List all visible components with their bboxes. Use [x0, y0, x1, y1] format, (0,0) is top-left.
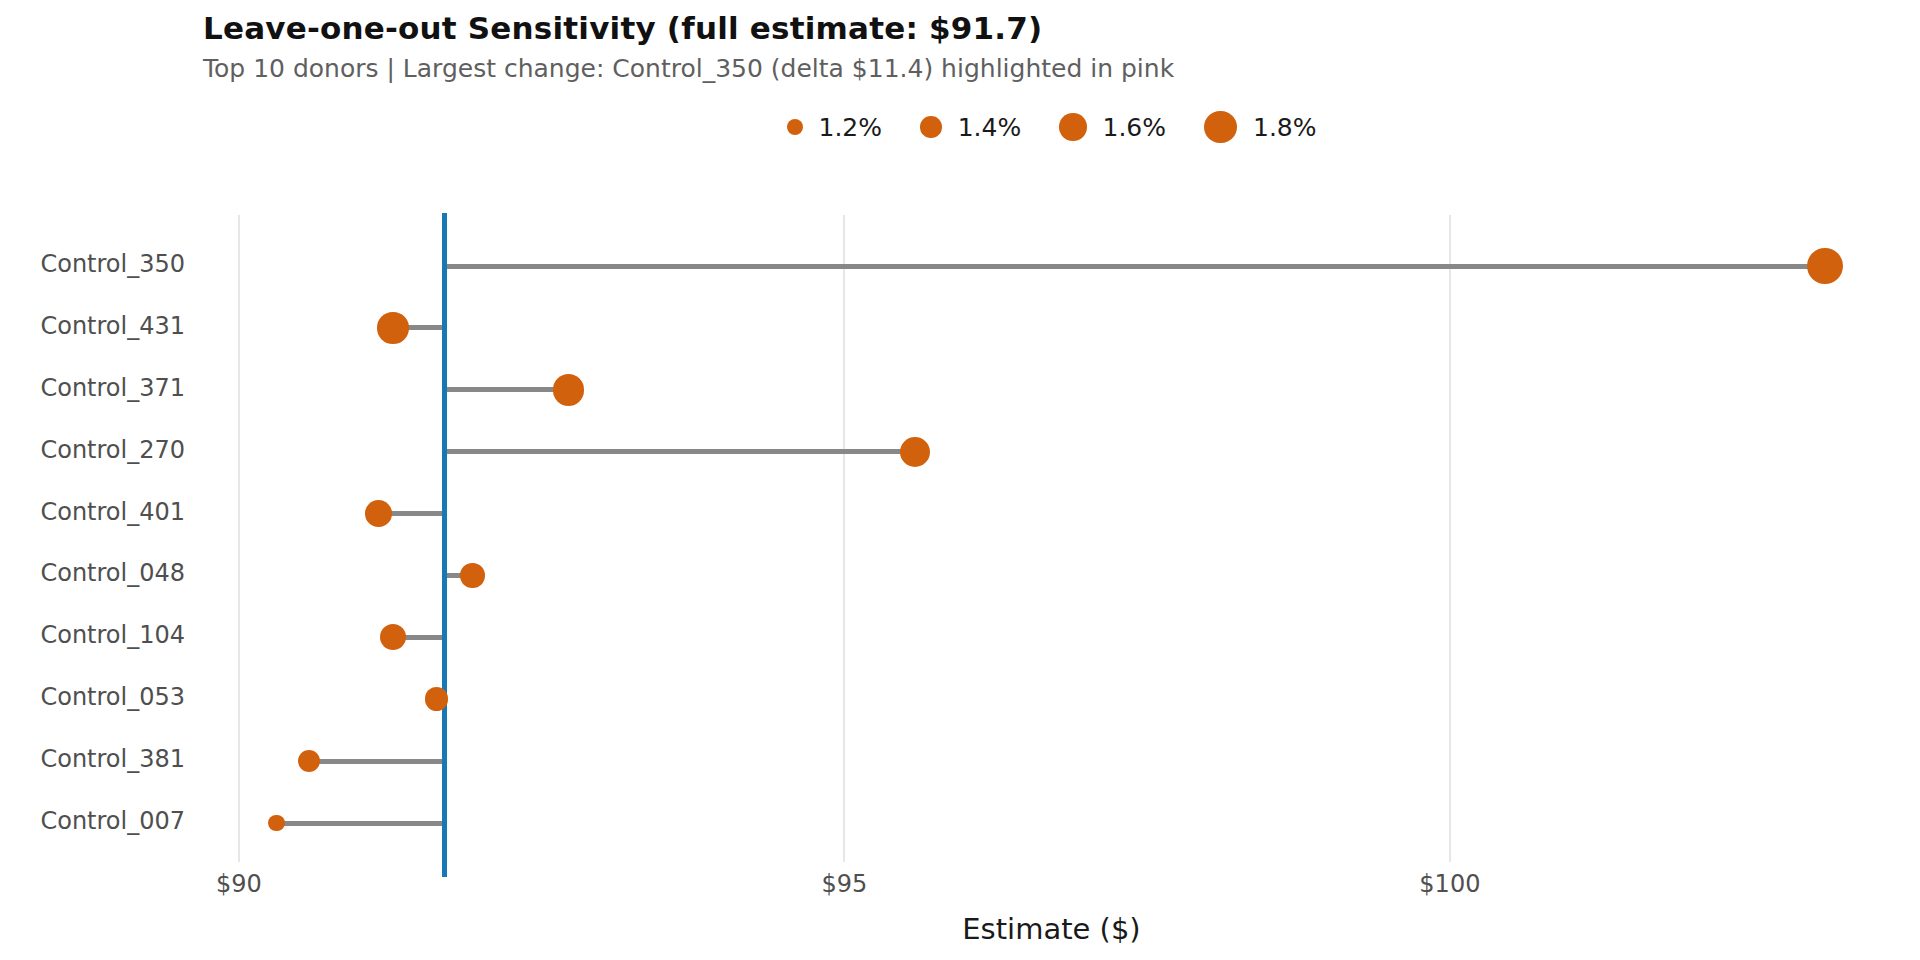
dot-Control_007 [268, 815, 285, 832]
x-tick-label: $90 [179, 870, 299, 898]
y-label-Control_048: Control_048 [0, 559, 185, 587]
dot-Control_401 [365, 500, 392, 527]
gridline-$95 [843, 215, 845, 862]
y-label-Control_007: Control_007 [0, 807, 185, 835]
y-label-Control_401: Control_401 [0, 498, 185, 526]
y-label-Control_270: Control_270 [0, 436, 185, 464]
stem-Control_350 [445, 264, 1825, 269]
x-tick-label: $100 [1390, 870, 1510, 898]
y-label-Control_381: Control_381 [0, 745, 185, 773]
chart-canvas: Leave-one-out Sensitivity (full estimate… [0, 0, 1920, 960]
dot-Control_371 [553, 374, 585, 406]
stem-Control_371 [445, 387, 569, 392]
gridline-$90 [238, 215, 240, 862]
dot-Control_104 [380, 624, 406, 650]
dot-Control_048 [460, 563, 484, 587]
y-label-Control_371: Control_371 [0, 374, 185, 402]
dot-Control_431 [377, 312, 409, 344]
plot-area: $90 $95 $100 Control_350 Control_431 Control_… [0, 0, 1920, 960]
stem-Control_381 [309, 759, 445, 764]
gridline-$100 [1449, 215, 1451, 862]
dot-Control_350 [1807, 248, 1843, 284]
y-label-Control_431: Control_431 [0, 312, 185, 340]
x-tick-label: $95 [784, 870, 904, 898]
y-label-Control_053: Control_053 [0, 683, 185, 711]
reference-line-full-estimate [442, 213, 447, 877]
x-axis-title: Estimate ($) [199, 912, 1904, 946]
dot-Control_381 [298, 750, 321, 773]
dot-Control_270 [900, 437, 930, 467]
stem-Control_270 [445, 449, 915, 454]
stem-Control_007 [277, 821, 445, 826]
y-label-Control_104: Control_104 [0, 621, 185, 649]
dot-Control_053 [425, 687, 449, 711]
y-label-Control_350: Control_350 [0, 250, 185, 278]
